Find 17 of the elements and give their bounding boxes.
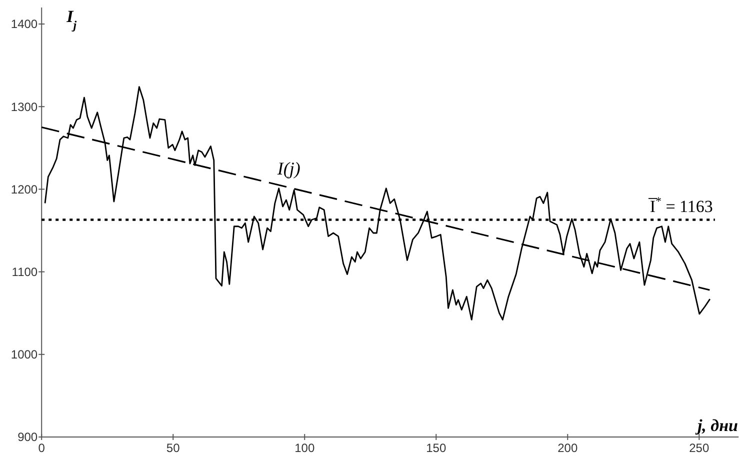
y-tick-label: 1100	[12, 265, 38, 280]
y-tick-label: 1300	[10, 100, 38, 114]
series-label: I(j)	[276, 158, 300, 178]
y-tick-label: 900	[18, 430, 38, 444]
x-tick-label: 50	[166, 441, 180, 455]
x-tick-label: 0	[38, 441, 46, 455]
x-tick-label: 100	[294, 441, 315, 455]
x-tick-label: 150	[426, 441, 446, 455]
y-tick-label: 1000	[10, 348, 38, 362]
ref-line-label: I̅$^{*}$ = 1163	[648, 194, 713, 216]
x-tick-label: 250	[689, 441, 710, 455]
x-tick-label: 200	[558, 441, 578, 455]
x-axis-title: j, дни	[694, 416, 738, 435]
line-series	[44, 86, 711, 320]
y-tick-label: 1200	[10, 182, 38, 196]
y-axis-title: I$_{j}$	[66, 7, 78, 32]
y-tick-label: 1400	[10, 17, 38, 32]
